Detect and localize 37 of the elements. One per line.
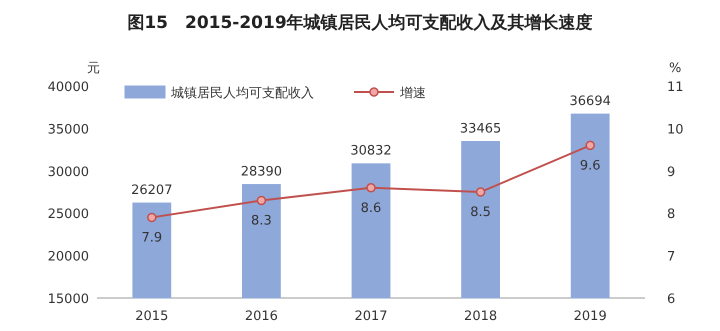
data-label: 28390 <box>240 164 282 180</box>
data-label: 8.3 <box>251 213 272 228</box>
data-label: 33465 <box>460 121 502 136</box>
x-tick-label: 2019 <box>574 309 607 324</box>
data-label: 36694 <box>570 94 611 110</box>
y-tick-label: 35000 <box>48 122 89 138</box>
data-label: 9.6 <box>580 158 601 174</box>
legend-label: 增速 <box>399 86 426 101</box>
y2-tick-label: 6 <box>667 292 676 307</box>
y-tick-label: 20000 <box>48 250 89 265</box>
data-label: 30832 <box>350 144 392 159</box>
y2-tick-label: 11 <box>667 80 684 95</box>
y2-tick-label: 7 <box>667 250 676 265</box>
point <box>366 183 376 193</box>
x-tick-label: 2018 <box>464 309 498 324</box>
legend-label: 城镇居民人均可支配收入 <box>170 86 314 101</box>
y-axis-title: 元 <box>87 61 100 76</box>
y-tick-label: 25000 <box>48 207 89 222</box>
y2-tick-label: 10 <box>667 122 684 138</box>
data-label: 7.9 <box>141 230 162 246</box>
point <box>585 140 595 150</box>
y2-tick-label: 9 <box>667 164 676 180</box>
y-tick-label: 15000 <box>48 292 89 307</box>
y-tick-label: 40000 <box>48 80 89 95</box>
y-tick-label: 30000 <box>48 164 89 180</box>
y2-tick-label: 8 <box>667 207 676 222</box>
x-tick-label: 2016 <box>244 309 278 324</box>
chart-title: 图15 2015-2019年城镇居民人均可支配收入及其增长速度 <box>127 13 593 33</box>
point <box>147 212 157 222</box>
point <box>476 187 486 197</box>
point <box>256 196 266 206</box>
data-label: 26207 <box>131 182 172 198</box>
data-label: 8.6 <box>360 200 382 216</box>
y2-axis-title: % <box>669 61 682 76</box>
data-label: 8.5 <box>470 205 491 220</box>
x-tick-label: 2015 <box>135 309 168 324</box>
x-tick-label: 2017 <box>354 309 388 324</box>
